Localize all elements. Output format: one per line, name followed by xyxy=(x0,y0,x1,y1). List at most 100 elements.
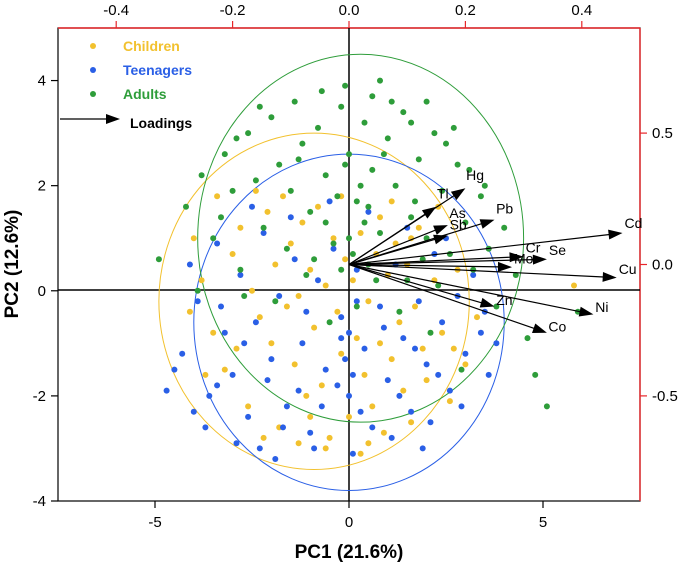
loading-label-ni: Ni xyxy=(595,299,608,315)
axis-ticks: -5 0 5 -4 -2 0 2 4 -0.4 -0.2 0.0 0.2 0.4 0.5 0.0 -0.5 xyxy=(33,2,678,531)
point-teenagers xyxy=(365,208,372,215)
point-adults xyxy=(299,140,306,147)
point-children xyxy=(322,282,329,289)
point-teenagers xyxy=(221,329,228,336)
x-tick-label: 5 xyxy=(539,514,547,531)
point-teenagers xyxy=(439,319,446,326)
point-adults xyxy=(427,329,434,336)
point-teenagers xyxy=(419,445,426,452)
point-teenagers xyxy=(171,366,178,373)
point-adults xyxy=(342,82,349,89)
loading-label-zn: Zn xyxy=(496,292,512,308)
loading-arrow-se xyxy=(348,259,534,266)
point-children xyxy=(233,345,240,352)
loading-arrow-sb xyxy=(348,238,436,266)
loading-arrowhead-zn xyxy=(479,297,495,308)
top-tick-label: 0.4 xyxy=(571,2,592,19)
legend-loadings-arrowhead xyxy=(106,114,120,124)
point-adults xyxy=(322,172,329,179)
point-teenagers xyxy=(412,345,418,352)
loading-label-pb: Pb xyxy=(496,201,513,217)
point-teenagers xyxy=(404,224,411,231)
legend-label-children: Children xyxy=(123,38,180,54)
point-children xyxy=(283,303,290,310)
point-teenagers xyxy=(342,356,349,363)
point-teenagers xyxy=(272,456,279,462)
point-adults xyxy=(183,203,189,210)
point-adults xyxy=(532,371,539,378)
point-adults xyxy=(443,140,449,147)
point-children xyxy=(198,277,205,284)
point-children xyxy=(334,308,341,315)
loading-arrowhead-hg xyxy=(450,188,466,201)
point-adults xyxy=(361,219,368,226)
point-adults xyxy=(470,266,477,273)
point-teenagers xyxy=(353,298,360,305)
point-children xyxy=(346,413,352,420)
point-children xyxy=(369,403,376,410)
point-teenagers xyxy=(408,408,415,415)
point-teenagers xyxy=(361,345,368,352)
point-teenagers xyxy=(233,440,240,447)
point-children xyxy=(388,356,395,363)
point-children xyxy=(315,203,321,210)
point-children xyxy=(303,392,310,399)
loading-label-sb: Sb xyxy=(450,216,467,232)
x-axis-title: PC1 (21.6%) xyxy=(295,542,404,563)
loading-arrow-mo xyxy=(348,263,500,268)
point-teenagers xyxy=(338,314,345,321)
point-teenagers xyxy=(229,371,236,378)
point-adults xyxy=(369,166,376,173)
point-adults xyxy=(415,156,422,163)
point-adults xyxy=(311,256,318,263)
point-adults xyxy=(233,135,240,142)
point-teenagers xyxy=(283,403,290,410)
point-adults xyxy=(252,177,259,184)
point-adults xyxy=(396,308,403,315)
point-teenagers xyxy=(214,240,221,247)
point-teenagers xyxy=(349,450,356,457)
point-children xyxy=(439,329,446,336)
loading-arrow-as xyxy=(348,229,437,266)
point-teenagers xyxy=(435,371,442,378)
point-adults xyxy=(287,187,294,194)
point-adults xyxy=(493,303,500,310)
loading-arrow-co xyxy=(348,263,535,330)
point-teenagers xyxy=(303,308,310,315)
point-teenagers xyxy=(462,350,469,357)
loading-label-cr: Cr xyxy=(526,239,541,255)
point-teenagers xyxy=(237,272,244,278)
point-children xyxy=(415,224,422,231)
point-teenagers xyxy=(190,408,197,415)
point-adults xyxy=(349,251,356,257)
confidence-ellipses xyxy=(158,53,525,491)
loading-label-mo: Mo xyxy=(514,250,534,266)
point-teenagers xyxy=(276,293,283,299)
point-teenagers xyxy=(186,261,193,268)
point-children xyxy=(260,434,267,441)
point-teenagers xyxy=(396,392,403,399)
point-adults xyxy=(361,119,368,126)
ellipse-children xyxy=(158,132,470,470)
loading-label-se: Se xyxy=(549,242,566,258)
point-children xyxy=(408,419,415,426)
point-adults xyxy=(338,103,345,110)
point-teenagers xyxy=(256,445,263,452)
point-adults xyxy=(384,135,391,142)
point-adults xyxy=(260,224,267,231)
point-children xyxy=(388,198,395,205)
point-adults xyxy=(353,198,360,205)
point-adults xyxy=(373,277,380,284)
point-teenagers xyxy=(194,298,201,305)
point-teenagers xyxy=(179,350,186,357)
point-adults xyxy=(241,293,248,299)
top-tick-label: 0.2 xyxy=(455,2,476,19)
point-teenagers xyxy=(431,251,438,257)
point-adults xyxy=(446,251,453,257)
point-teenagers xyxy=(252,319,259,326)
point-children xyxy=(237,224,244,231)
point-teenagers xyxy=(423,361,430,368)
point-teenagers xyxy=(287,214,294,221)
point-teenagers xyxy=(346,392,352,399)
point-adults xyxy=(198,172,205,179)
